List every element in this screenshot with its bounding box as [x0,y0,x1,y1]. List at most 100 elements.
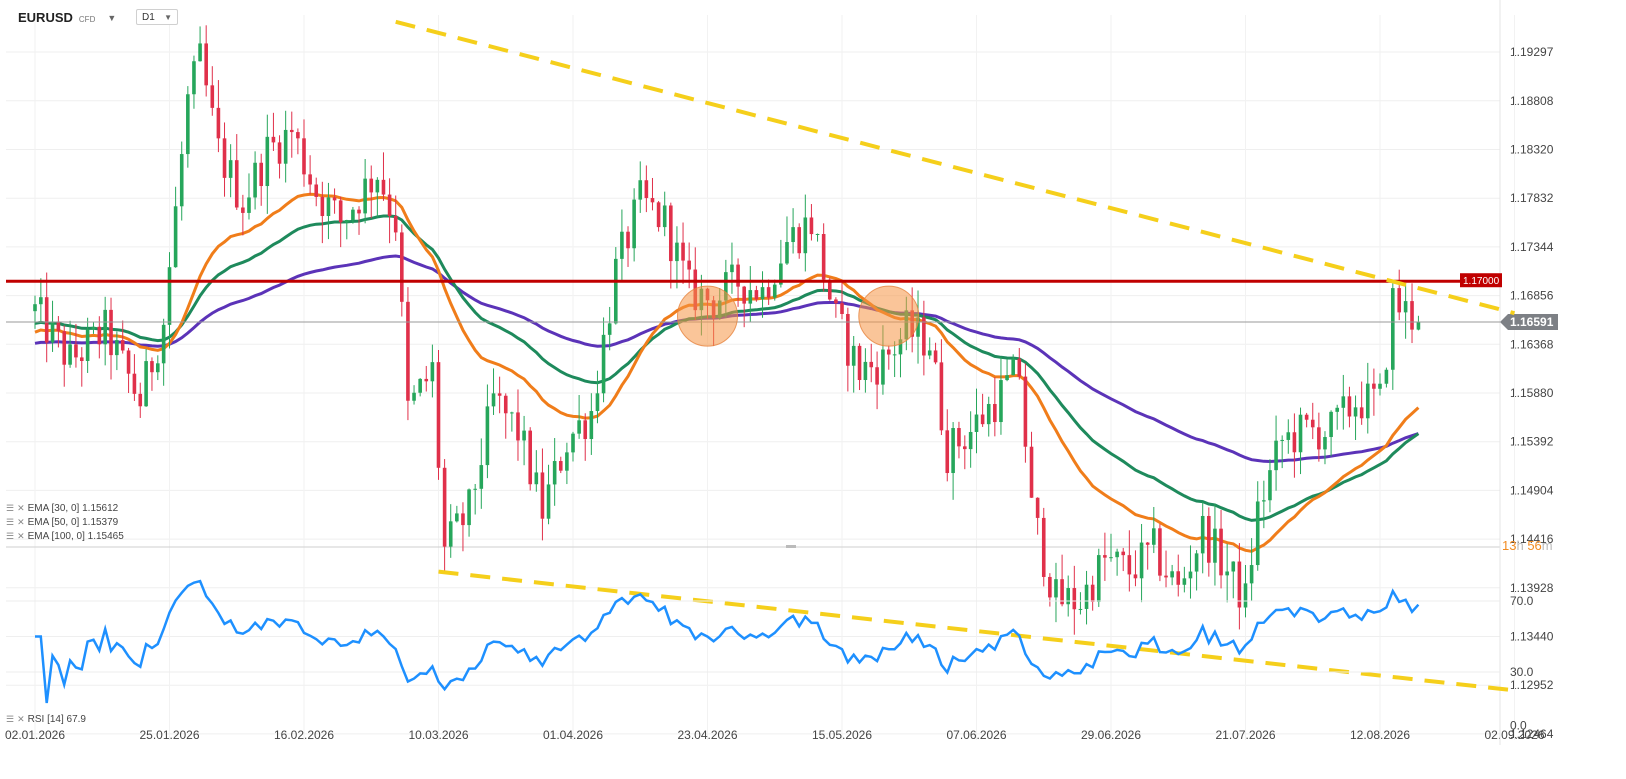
candle-body [156,363,160,373]
candle-body [644,180,649,199]
candle-body [772,284,777,298]
candle-body [1011,358,1015,376]
candle-body [1353,407,1358,417]
candle-body [803,217,808,254]
candle-body [1194,553,1199,572]
candle-body [167,267,172,325]
candle-body [179,154,184,207]
candle-body [418,378,422,393]
candle-body [1286,432,1291,440]
candle-body [963,446,967,450]
candle-body [993,403,997,423]
date-tick-label: 02.01.2026 [5,728,65,742]
candle-body [881,349,885,385]
candle-body [74,344,78,358]
pane-resize-handle [786,545,796,548]
symbol-header[interactable]: EURUSD CFD ▼ [18,10,116,25]
candle-body [85,329,90,361]
candle-body [375,179,380,193]
candle-body [308,174,312,185]
rsi-tick-label: 70.0 [1510,594,1534,608]
candle-body [857,345,862,381]
close-icon[interactable]: ✕ [17,517,25,527]
candle-body [724,272,728,301]
candle-body [875,367,879,385]
candle-body [552,461,557,485]
candle-body [1170,571,1174,578]
candle-body [283,129,288,164]
candle-body [91,326,96,330]
price-tick-label: 1.18320 [1510,143,1554,157]
highlight-circle [858,285,920,347]
candle-body [1347,396,1352,417]
trendline-upper [395,19,1516,316]
candle-body [669,205,673,262]
candle-body [33,304,37,312]
price-tick-label: 1.17832 [1510,191,1554,205]
ema-50-line [34,214,1420,522]
close-icon[interactable]: ✕ [17,503,25,513]
candle-body [968,431,973,450]
candle-body [1048,576,1052,598]
candle-body [1188,571,1193,579]
timeframe-select[interactable]: D1 ▼ [136,9,178,25]
candle-body [461,513,465,526]
candle-body [675,242,679,262]
candle-body [1225,571,1229,576]
candle-body [999,380,1003,423]
date-tick-label: 12.08.2026 [1350,728,1410,742]
candle-body [1035,497,1040,518]
candle-body [1262,500,1266,502]
candle-body [1084,584,1089,609]
legend-ema-30: ☰ ✕ EMA [30, 0] 1.15612 [6,503,118,514]
candle-body [1176,571,1181,585]
candle-body [473,488,477,490]
candle-body [271,136,276,143]
candle-body [442,467,447,547]
candle-body [577,420,581,434]
candle-body [1335,407,1340,412]
candle-body [927,350,932,356]
price-tick-label: 1.15880 [1510,386,1554,400]
candle-body [138,393,143,407]
legend-rsi: ☰ ✕ RSI [14] 67.9 [6,714,86,725]
price-tick-label: 1.14416 [1510,532,1554,546]
candle-body [497,393,502,396]
date-tick-label: 25.01.2026 [139,728,199,742]
candle-body [613,258,618,324]
candle-body [1200,515,1205,554]
candle-body [387,194,392,216]
menu-icon[interactable]: ☰ [6,503,15,513]
candle-body [986,403,991,425]
candle-body [933,350,938,363]
candle-body [1341,396,1346,408]
candle-body [1310,419,1315,428]
menu-icon[interactable]: ☰ [6,714,15,724]
candle-body [204,43,208,86]
candle-body [467,489,471,526]
candle-body [436,362,441,468]
candle-body [1249,565,1254,584]
menu-icon[interactable]: ☰ [6,517,15,527]
close-icon[interactable]: ✕ [17,531,25,541]
candle-body [277,142,282,164]
candle-body [314,184,319,197]
price-tick-label: 1.19297 [1510,45,1554,59]
candle-body [840,303,844,314]
close-icon[interactable]: ✕ [17,714,25,724]
date-tick-label: 15.05.2026 [812,728,872,742]
candle-body [1384,369,1389,384]
candle-body [1066,588,1071,605]
candle-body [1213,528,1217,563]
candle-body [571,433,575,453]
candle-body [120,340,125,351]
chevron-down-icon[interactable]: ▼ [107,12,117,23]
candle-body [241,207,245,213]
candle-body [558,461,563,471]
candle-body [228,160,233,178]
menu-icon[interactable]: ☰ [6,531,15,541]
candle-body [1017,358,1022,377]
candle-body [448,521,453,547]
candle-body [296,132,300,139]
